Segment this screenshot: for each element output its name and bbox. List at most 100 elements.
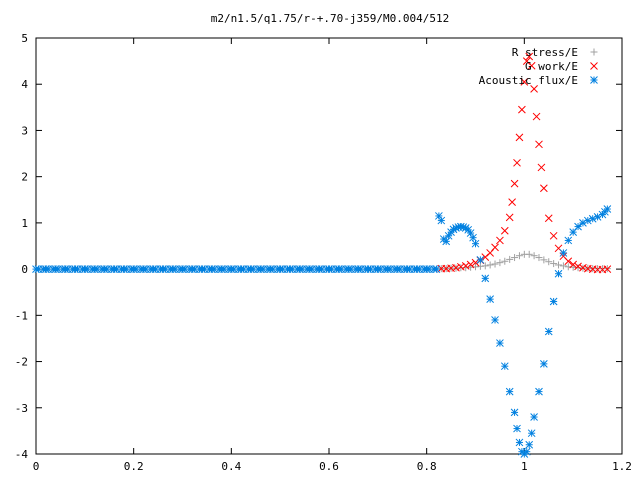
data-point xyxy=(545,258,553,266)
data-point xyxy=(515,133,524,142)
axes: 0 0.2 0.4 0.6 0.8 1 1.2 -4 -3 -2 -1 0 1 2 3 4 5 xyxy=(15,32,632,473)
y-tick-label: 3 xyxy=(21,124,28,137)
data-point xyxy=(535,140,543,149)
data-point xyxy=(574,262,582,271)
data-point xyxy=(574,222,582,231)
data-point xyxy=(510,408,519,417)
data-point xyxy=(555,261,563,269)
y-tick-label: 0 xyxy=(21,263,28,276)
data-point xyxy=(569,260,578,269)
data-point xyxy=(525,440,534,449)
data-point xyxy=(511,254,519,262)
legend-label: G work/E xyxy=(525,60,578,73)
data-point xyxy=(540,256,548,264)
data-point xyxy=(520,78,529,86)
x-tick-label: 0.4 xyxy=(221,460,241,473)
data-point xyxy=(437,216,446,225)
data-point xyxy=(550,260,558,268)
x-tick-label: 0 xyxy=(33,460,40,473)
data-point xyxy=(501,257,509,265)
data-point xyxy=(554,269,563,278)
data-point xyxy=(535,387,543,396)
legend-marker xyxy=(590,76,598,84)
data-point xyxy=(518,105,526,114)
data-point xyxy=(471,239,480,248)
data-point xyxy=(527,61,536,70)
data-point xyxy=(530,84,538,93)
legend-marker xyxy=(590,62,598,70)
data-point xyxy=(513,424,521,433)
data-point xyxy=(505,213,514,222)
x-tick-label: 0.2 xyxy=(124,460,144,473)
data-point xyxy=(513,158,521,167)
y-tick-label: 5 xyxy=(21,32,28,45)
data-point xyxy=(537,163,546,172)
y-tick-label: -4 xyxy=(15,448,29,461)
data-point xyxy=(549,231,558,240)
data-point xyxy=(496,236,504,245)
x-tick-label: 1.2 xyxy=(612,460,632,473)
y-tick-label: 4 xyxy=(21,78,28,91)
data-marks xyxy=(32,52,612,458)
data-point xyxy=(481,262,489,270)
data-point xyxy=(559,249,568,257)
data-point xyxy=(486,295,495,304)
x-tick-label: 0.8 xyxy=(417,460,437,473)
data-point xyxy=(508,198,516,206)
y-tick-label: -3 xyxy=(15,402,28,415)
data-point xyxy=(491,316,499,324)
data-point xyxy=(486,261,494,269)
data-point xyxy=(151,265,160,273)
data-point xyxy=(544,327,553,336)
data-point xyxy=(461,262,470,270)
data-point xyxy=(491,243,499,252)
data-point xyxy=(496,339,504,347)
data-point xyxy=(522,447,531,456)
x-tick-label: 0.6 xyxy=(319,460,339,473)
data-point xyxy=(540,184,548,193)
data-point xyxy=(532,112,541,121)
data-point xyxy=(491,260,499,268)
data-point xyxy=(515,438,524,447)
y-tick-label: 1 xyxy=(21,217,28,230)
data-point xyxy=(527,429,536,438)
y-tick-label: -1 xyxy=(15,309,28,322)
data-point xyxy=(452,263,460,272)
data-point xyxy=(496,259,504,267)
data-point xyxy=(466,260,475,269)
data-point xyxy=(525,250,533,258)
data-point xyxy=(430,265,438,273)
data-point xyxy=(530,252,538,260)
data-point xyxy=(505,387,514,396)
data-point xyxy=(530,413,538,421)
plot-frame xyxy=(35,37,623,455)
data-point xyxy=(510,179,519,188)
x-tick-label: 1 xyxy=(521,460,528,473)
data-point xyxy=(564,236,573,245)
data-point xyxy=(549,297,558,306)
data-point xyxy=(469,233,477,242)
data-point xyxy=(500,362,509,371)
data-point xyxy=(579,263,587,272)
data-point xyxy=(515,252,523,260)
legend-marker xyxy=(590,48,598,56)
series-1 xyxy=(437,250,611,273)
data-point xyxy=(456,262,465,271)
data-point xyxy=(603,205,612,213)
chart-title: m2/n1.5/q1.75/r-+.70-j359/M0.004/512 xyxy=(211,12,449,25)
data-point xyxy=(535,254,543,262)
data-point xyxy=(603,265,612,273)
legend-label: R stress/E xyxy=(512,46,578,59)
data-point xyxy=(559,262,567,270)
data-point xyxy=(540,360,548,368)
data-point xyxy=(525,52,534,61)
y-tick-label: 2 xyxy=(21,171,28,184)
y-tick-label: -2 xyxy=(15,356,28,369)
data-point xyxy=(544,214,553,223)
data-point xyxy=(506,255,514,263)
data-point xyxy=(500,226,509,235)
data-point xyxy=(564,257,573,266)
data-point xyxy=(481,274,490,283)
